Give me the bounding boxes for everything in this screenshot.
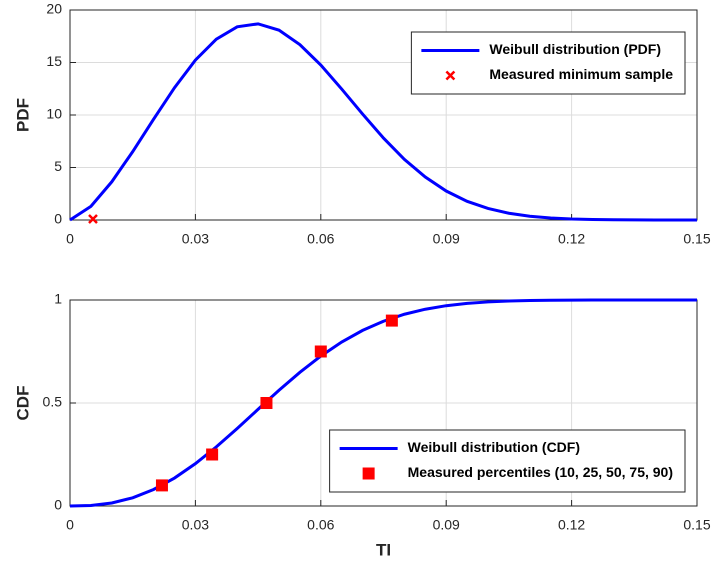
y-tick-label: 20	[46, 1, 62, 17]
axes-frame	[69, 299, 698, 507]
x-axis-label: TI	[376, 540, 391, 559]
x-tick-label: 0.09	[433, 231, 460, 247]
legend-swatch	[445, 70, 456, 81]
marker-stroke	[88, 214, 98, 224]
marker	[206, 448, 219, 461]
legend: Weibull distribution (CDF) Measured perce…	[329, 429, 686, 493]
x-tick-label: 0.09	[433, 517, 460, 533]
x-tick-label: 0.12	[558, 231, 585, 247]
x-tick-label: 0.15	[683, 517, 710, 533]
x-tick-label: 0.12	[558, 517, 585, 533]
y-axis-label: PDF	[13, 98, 32, 132]
marker	[260, 397, 273, 409]
y-tick-label: 0.5	[43, 394, 63, 410]
x-tick-label: 0.03	[182, 517, 209, 533]
marker	[88, 214, 98, 224]
legend-swatch	[362, 467, 375, 480]
x-tick-label: 0	[66, 231, 74, 247]
y-tick-label: 5	[54, 158, 62, 174]
legend-box	[410, 31, 686, 95]
axes-frame	[69, 9, 698, 221]
legend-box	[329, 429, 686, 493]
x-tick-label: 0.06	[307, 517, 334, 533]
series-line	[69, 298, 697, 508]
legend-label: Weibull distribution (CDF)	[408, 439, 580, 455]
x-tick-label: 0.15	[683, 231, 710, 247]
marker	[385, 314, 398, 327]
legend-label: Measured minimum sample	[489, 66, 673, 82]
y-axis-label: CDF	[13, 386, 32, 421]
marker	[155, 479, 168, 492]
series-line	[69, 22, 698, 222]
y-tick-label: 10	[46, 106, 62, 122]
x-tick-label: 0.03	[182, 231, 209, 247]
y-tick-label: 1	[54, 291, 62, 307]
y-tick-label: 0	[54, 497, 62, 513]
x-tick-label: 0.06	[307, 231, 334, 247]
x-tick-label: 0	[66, 517, 74, 533]
y-tick-label: 0	[54, 211, 62, 227]
legend: Weibull distribution (PDF) Measured minim…	[410, 31, 686, 95]
y-tick-label: 15	[46, 53, 62, 69]
marker	[314, 345, 327, 358]
legend-label: Measured percentiles (10, 25, 50, 75, 90…	[408, 464, 673, 480]
legend-label: Weibull distribution (PDF)	[489, 41, 661, 57]
